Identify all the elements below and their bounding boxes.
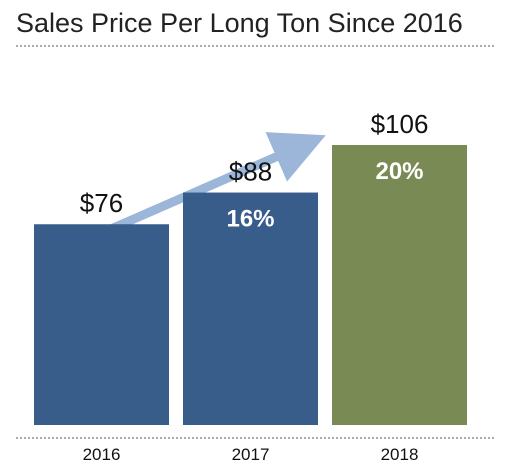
growth-label-2018: 20% [375,158,423,185]
x-tick-label-2016: 2016 [83,445,121,464]
value-label-2018: $106 [371,109,429,139]
bar-2018 [332,145,467,425]
bar-2017 [183,192,318,425]
value-label-2017: $88 [229,157,272,187]
growth-label-2017: 16% [226,206,274,233]
bar-2016 [34,224,169,425]
value-label-2016: $76 [80,188,123,218]
x-tick-label-2017: 2017 [232,445,270,464]
x-tick-label-2018: 2018 [381,445,419,464]
bars-group: $76 2016 $88 16% 2017 $106 20% 2018 [34,109,467,464]
chart-title: Sales Price Per Long Ton Since 2016 [16,8,463,38]
